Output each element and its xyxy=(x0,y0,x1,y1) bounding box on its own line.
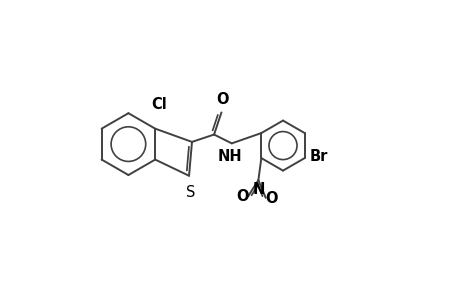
Text: S: S xyxy=(185,184,195,200)
Text: NH: NH xyxy=(218,149,242,164)
Text: O: O xyxy=(265,191,277,206)
Text: N: N xyxy=(252,182,264,197)
Text: O: O xyxy=(216,92,229,107)
Text: O: O xyxy=(236,189,248,204)
Text: Cl: Cl xyxy=(151,98,167,112)
Text: Br: Br xyxy=(309,149,328,164)
